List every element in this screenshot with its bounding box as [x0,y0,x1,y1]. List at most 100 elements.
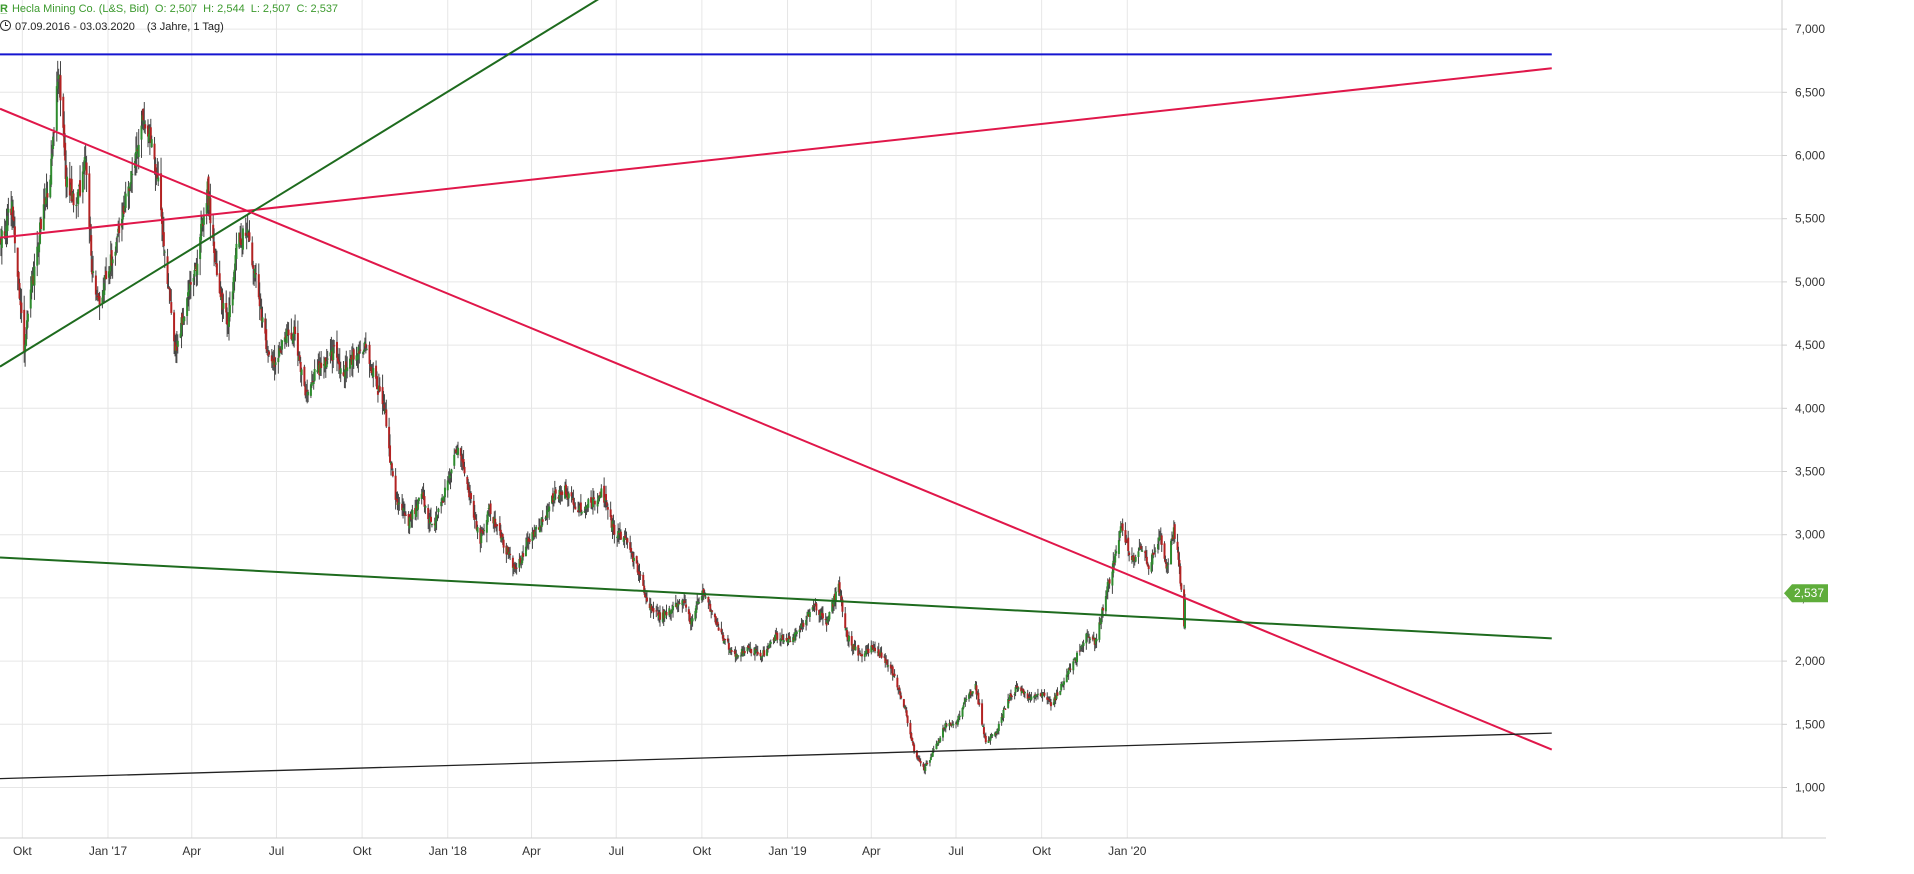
candle-body-up [1086,633,1089,635]
candle-body-up [56,81,59,89]
candle [389,434,392,463]
candle-body-down [1173,524,1176,539]
candle [385,399,388,428]
candle [370,364,373,376]
candle-body-up [365,348,368,350]
candle-body-down [252,265,255,269]
candle-body-up [140,125,143,140]
candle [793,628,796,643]
candle-body-up [5,225,8,238]
candle [294,314,297,341]
candle [489,500,492,522]
candle [961,707,964,720]
candle [1082,639,1085,653]
candle [657,606,660,621]
candle [596,493,599,514]
candle [1000,713,1003,726]
candle-body-up [766,648,769,656]
candle-body-up [787,637,790,643]
candle [1017,686,1020,692]
candle [1153,544,1156,554]
candle-body-down [891,666,894,676]
candle [404,511,407,516]
candle-body-up [1104,596,1107,612]
candle-body-up [476,527,479,533]
candle [906,715,909,727]
candle [235,232,238,271]
candle [515,562,518,575]
candle [1176,533,1179,553]
candle-body-down [815,603,818,611]
candle [624,528,627,539]
candle-body-up [1154,550,1157,552]
candle-body-up [538,526,541,533]
candle-body-down [1140,545,1143,550]
candle-body-up [548,506,551,512]
candle [1033,694,1036,703]
candle-body-up [955,722,958,724]
candle [600,484,603,498]
candle-body-up [157,177,160,182]
candle-body-up [450,469,453,474]
candle [1184,594,1186,630]
candle-body-down [94,275,97,295]
candle-body-down [1049,702,1052,707]
candle-body-up [344,364,347,379]
last-price-badge: 2,537 [1784,584,1828,603]
candle-body-down [118,225,121,234]
candle-body-down [85,162,88,175]
candle-body-down [175,344,178,351]
candle-body-down [1004,708,1007,710]
candle [304,381,307,399]
candle [606,503,609,520]
candle-body-down [390,463,393,469]
candle-body-up [863,653,866,657]
candle [785,633,788,642]
candle-body-up [957,716,960,721]
candle-body-up [845,628,848,631]
candle-body-up [691,618,694,622]
candle [918,755,921,762]
candle-body-down [884,657,887,663]
candle-body-down [846,630,849,638]
candle [170,289,173,315]
candle-body-up [123,207,126,211]
candle [677,600,680,612]
candle [188,270,191,300]
candle-body-up [1111,571,1114,586]
candle-body-down [381,387,384,405]
candle-body-up [281,340,284,350]
candle [124,181,127,213]
candle-body-up [834,591,837,603]
candle [199,233,202,276]
candle [1003,705,1006,710]
candle [416,499,419,520]
candle-body-down [1049,700,1052,702]
candle [1059,690,1062,696]
candle-body-up [310,382,313,386]
candle-body-up [200,223,203,241]
candle [1125,534,1128,544]
candle-body-down [1056,692,1059,696]
candle-body-down [474,518,477,520]
candle-body-up [75,204,78,207]
candle-body-down [821,613,824,619]
candle-body-down [577,510,580,512]
candle [94,270,97,301]
candle-body-up [50,158,53,185]
candle-body-down [657,612,660,616]
candle [376,371,379,390]
candle-body-up [434,520,437,529]
candle [1010,694,1013,700]
candle-body-up [742,651,745,656]
candle [326,350,329,365]
candle [1078,643,1081,656]
candle-body-down [918,759,921,762]
candle-body-up [1014,687,1017,693]
candle-body-up [903,706,906,708]
candle-body-down [905,710,908,716]
candle-body-up [131,173,134,176]
candle-body-up [583,511,586,513]
candle-body-down [630,547,633,553]
